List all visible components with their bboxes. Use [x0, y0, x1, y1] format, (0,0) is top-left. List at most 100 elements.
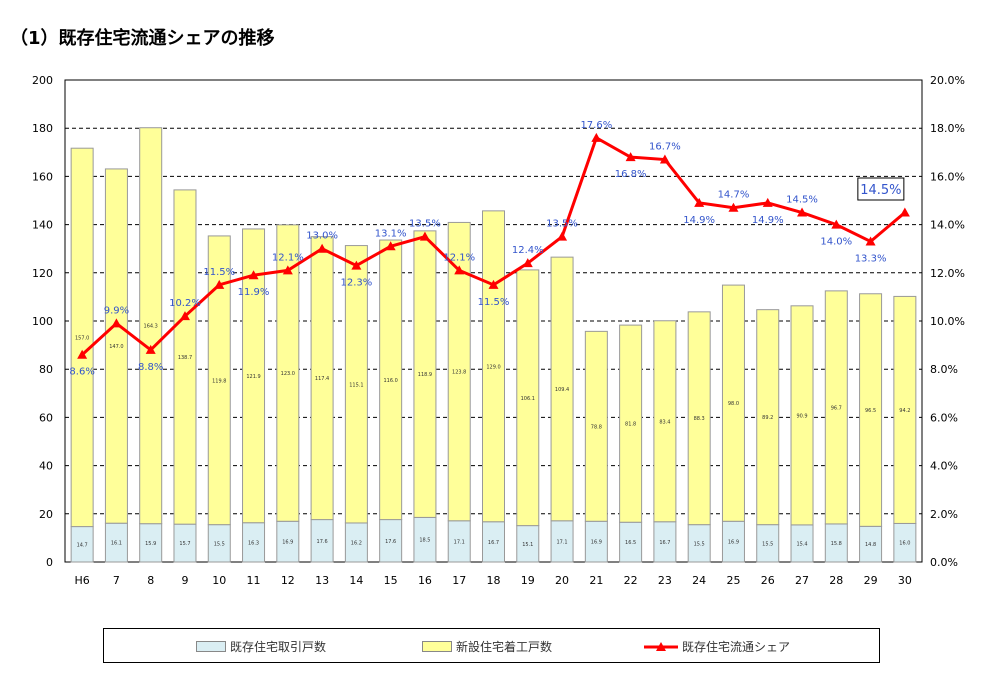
- bar-label-new: 118.9: [418, 372, 432, 378]
- bar-label-existing: 15.5: [694, 541, 705, 547]
- share-marker: [111, 318, 122, 328]
- bar-label-new: 147.0: [109, 344, 123, 350]
- share-label: 12.4%: [512, 245, 544, 256]
- bar-label-new: 164.3: [144, 324, 158, 330]
- share-label: 13.3%: [855, 253, 887, 264]
- bar-new: [276, 224, 300, 522]
- bar-label-existing: 17.6: [385, 539, 396, 545]
- share-marker: [694, 197, 705, 207]
- bar-label-existing: 15.7: [179, 541, 190, 547]
- left-tick-label: 0: [46, 556, 53, 569]
- x-tick-label: 25: [726, 574, 740, 587]
- bar-label-new: 119.8: [212, 378, 226, 384]
- share-marker: [248, 270, 259, 280]
- share-marker: [591, 132, 602, 142]
- bar-new: [516, 269, 540, 527]
- left-tick-label: 160: [32, 170, 53, 183]
- legend-item-new: 新設住宅着工戸数: [422, 638, 552, 655]
- share-label: 13.5%: [546, 219, 578, 230]
- x-tick-label: 12: [281, 574, 295, 587]
- right-tick-label: 14.0%: [930, 219, 965, 232]
- share-label: 17.6%: [580, 120, 612, 131]
- bar-new: [893, 295, 917, 524]
- left-tick-label: 40: [39, 460, 53, 473]
- share-label: 14.5%: [860, 183, 901, 198]
- share-label: 12.3%: [340, 278, 372, 289]
- bar-new: [139, 127, 163, 525]
- x-tick-label: 27: [795, 574, 809, 587]
- bar-label-existing: 16.7: [488, 540, 499, 546]
- bar-label-existing: 16.0: [899, 541, 910, 547]
- bar-new: [550, 256, 574, 522]
- bar-new: [824, 290, 848, 525]
- x-tick-label: 10: [212, 574, 226, 587]
- bar-label-existing: 15.1: [522, 542, 533, 548]
- right-tick-label: 20.0%: [930, 74, 965, 87]
- bar-label-new: 78.8: [591, 424, 602, 430]
- bar-new: [310, 236, 334, 521]
- left-tick-label: 180: [32, 122, 53, 135]
- bar-label-existing: 15.8: [831, 541, 842, 547]
- bar-label-new: 123.0: [281, 371, 295, 377]
- left-tick-label: 60: [39, 411, 53, 424]
- share-marker: [899, 207, 910, 217]
- left-tick-label: 100: [32, 315, 53, 328]
- legend-line-marker: [644, 641, 678, 651]
- x-tick-label: 23: [658, 574, 672, 587]
- share-marker: [659, 154, 670, 164]
- right-tick-label: 6.0%: [930, 411, 958, 424]
- share-label: 11.9%: [238, 287, 270, 298]
- x-tick-label: 14: [349, 574, 363, 587]
- bar-new: [173, 189, 197, 525]
- share-label: 13.5%: [409, 219, 441, 230]
- right-tick-label: 4.0%: [930, 460, 958, 473]
- bar-label-new: 129.0: [486, 364, 500, 370]
- right-tick-label: 16.0%: [930, 170, 965, 183]
- bar-label-new: 115.1: [349, 382, 363, 388]
- bar-label-new: 83.4: [659, 419, 670, 425]
- share-marker: [351, 260, 362, 270]
- bar-label-existing: 16.3: [248, 540, 259, 546]
- share-marker: [728, 202, 739, 212]
- x-tick-label: 18: [487, 574, 501, 587]
- x-tick-label: 13: [315, 574, 329, 587]
- bar-new: [721, 284, 745, 522]
- legend-swatch: [422, 641, 452, 652]
- share-label: 14.0%: [820, 237, 852, 248]
- right-tick-label: 18.0%: [930, 122, 965, 135]
- bar-label-new: 109.4: [555, 387, 569, 393]
- bar-label-new: 81.8: [625, 422, 636, 428]
- bar-label-existing: 17.6: [317, 539, 328, 545]
- share-marker: [419, 231, 430, 241]
- x-tick-label: 21: [589, 574, 603, 587]
- x-tick-label: 15: [384, 574, 398, 587]
- bar-label-new: 157.0: [75, 335, 89, 341]
- share-marker: [179, 311, 190, 321]
- bar-label-existing: 14.8: [865, 542, 876, 548]
- x-tick-label: 30: [898, 574, 912, 587]
- share-label: 14.9%: [752, 215, 784, 226]
- x-tick-label: 26: [761, 574, 775, 587]
- share-marker: [282, 265, 293, 275]
- x-tick-label: 9: [181, 574, 188, 587]
- x-tick-label: 28: [829, 574, 843, 587]
- bar-label-existing: 16.2: [351, 540, 362, 546]
- bar-label-new: 98.0: [728, 401, 739, 407]
- legend-label: 既存住宅取引戸数: [230, 640, 327, 654]
- bar-label-existing: 15.9: [145, 541, 156, 547]
- share-marker: [77, 349, 88, 359]
- share-marker: [317, 243, 328, 253]
- bar-label-new: 121.9: [246, 374, 260, 380]
- share-marker: [625, 152, 636, 162]
- share-label: 12.1%: [272, 252, 304, 263]
- x-tick-label: 19: [521, 574, 535, 587]
- bar-label-existing: 16.9: [282, 540, 293, 546]
- left-tick-label: 120: [32, 267, 53, 280]
- bar-new: [482, 210, 505, 523]
- bar-new: [207, 235, 231, 526]
- bar-label-existing: 16.5: [625, 540, 636, 546]
- share-label: 14.9%: [683, 215, 715, 226]
- share-marker: [762, 197, 773, 207]
- left-tick-label: 80: [39, 363, 53, 376]
